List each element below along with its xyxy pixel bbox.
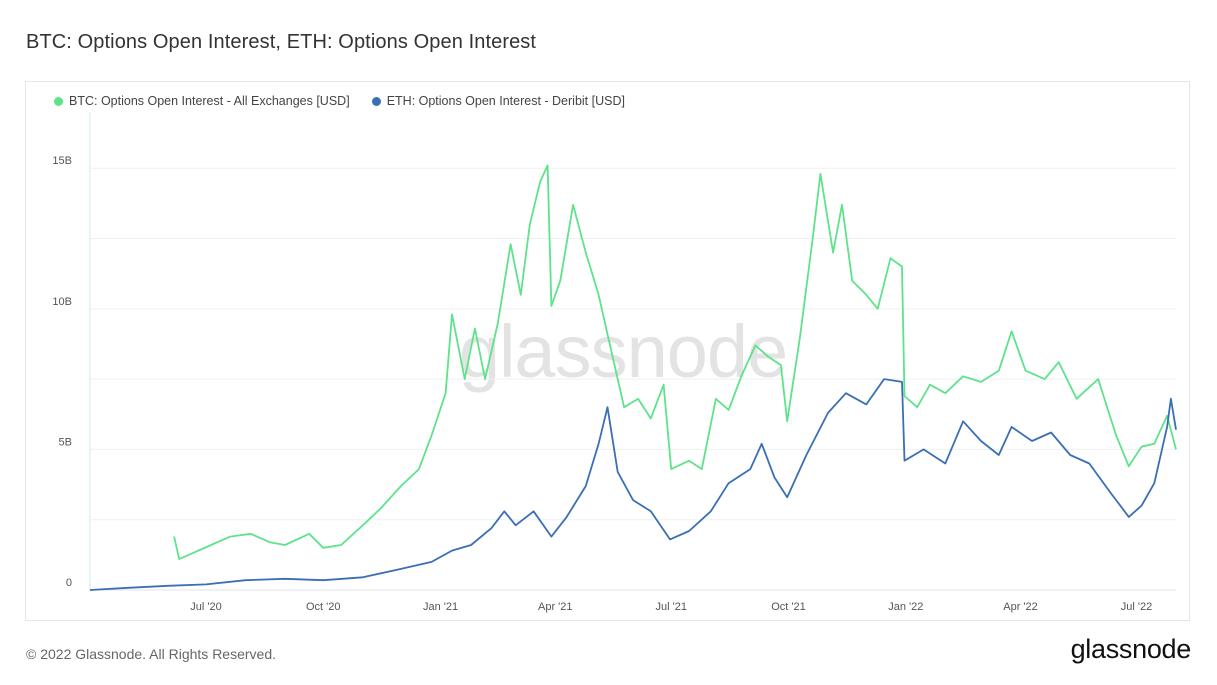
x-tick-label: Jul '21 [656,601,687,613]
x-tick-label: Jul '22 [1121,601,1152,613]
chart-legend: BTC: Options Open Interest - All Exchang… [54,94,625,108]
legend-item-btc[interactable]: BTC: Options Open Interest - All Exchang… [54,94,350,108]
chart-panel: BTC: Options Open Interest - All Exchang… [25,81,1190,621]
copyright-text: © 2022 Glassnode. All Rights Reserved. [26,646,277,662]
y-tick-label: 0 [66,577,72,589]
legend-dot-eth [371,96,381,106]
brand-logo: glassnode [1070,634,1192,664]
page-title: BTC: Options Open Interest, ETH: Options… [26,31,537,53]
y-tick-label: 5B [59,436,72,448]
x-tick-label: Oct '20 [306,601,341,613]
legend-label-eth: ETH: Options Open Interest - Deribit [US… [386,94,625,108]
x-tick-label: Jul '20 [190,601,221,613]
legend-label-btc: BTC: Options Open Interest - All Exchang… [69,94,350,108]
y-tick-label: 15B [52,155,72,167]
chart-plot[interactable]: glassnode 0 5B 10B 15B Jul '20 Oct '20 Jan '21 A… [26,82,1189,620]
x-tick-label: Oct '21 [771,601,806,613]
legend-dot-btc [54,96,63,106]
y-tick-label: 10B [52,296,72,308]
series-line-btc [173,164,1177,560]
watermark-text: glassnode [459,310,787,393]
x-tick-label: Apr '21 [538,601,573,613]
legend-item-eth[interactable]: ETH: Options Open Interest - Deribit [US… [371,94,625,108]
x-tick-label: Jan '21 [423,601,458,613]
series-line-eth [89,378,1177,591]
x-tick-label: Jan '22 [888,601,923,613]
x-tick-label: Apr '22 [1003,601,1038,613]
